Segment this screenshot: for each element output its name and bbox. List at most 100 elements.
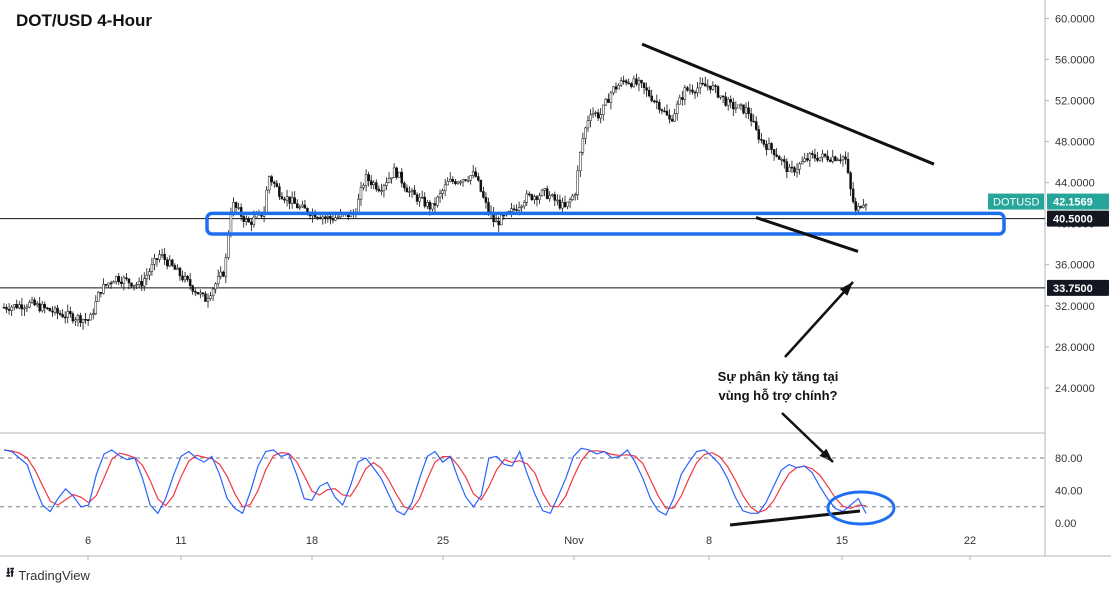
candle-body: [821, 153, 824, 158]
candle-body: [808, 153, 812, 161]
candle-body: [214, 283, 217, 290]
candle-body: [818, 156, 822, 161]
candle-body: [229, 214, 233, 234]
candle-body: [622, 80, 625, 82]
candle-body: [767, 143, 771, 150]
candle-body: [372, 182, 375, 186]
candle-body: [693, 91, 697, 94]
candle-body: [747, 107, 750, 114]
candle-body: [841, 156, 845, 161]
candle-body: [584, 127, 587, 139]
candle-body: [12, 304, 16, 308]
candle-body: [757, 129, 761, 140]
candle-body: [398, 171, 401, 178]
candle-body: [270, 176, 273, 183]
candle-body: [265, 189, 268, 214]
candle-body: [380, 190, 383, 192]
candle-body: [721, 95, 725, 98]
candle-body: [831, 156, 834, 162]
candle-body: [607, 98, 610, 103]
candle-body: [596, 112, 600, 119]
candle-body: [834, 156, 837, 161]
candle-body: [658, 102, 661, 110]
candle-body: [454, 181, 457, 184]
current-price-box: [1047, 193, 1109, 210]
candle-body: [637, 80, 641, 85]
candle-body: [561, 202, 564, 209]
candle-body: [148, 271, 151, 276]
candle-body: [112, 281, 115, 284]
candle-body: [178, 267, 182, 277]
candle-body: [474, 171, 477, 177]
candle-body: [252, 216, 256, 225]
candle-body: [362, 184, 365, 188]
candle-body: [775, 154, 778, 157]
candle-body: [653, 100, 656, 103]
candle-body: [273, 181, 276, 184]
candle-body: [125, 277, 128, 280]
candle-body: [737, 104, 740, 109]
candle-body: [520, 205, 523, 208]
candle-body: [181, 275, 184, 281]
candle-body: [525, 193, 528, 203]
candle-body: [30, 299, 34, 303]
candle-body: [104, 284, 108, 286]
candle-body: [283, 198, 286, 201]
candle-body: [290, 197, 294, 204]
oscillator-k-line: [3, 447, 867, 516]
candle-body: [732, 101, 735, 110]
candle-body: [441, 190, 444, 194]
candle-body: [602, 104, 605, 115]
candle-body: [132, 284, 136, 287]
candle-body: [160, 254, 164, 256]
candle-body: [571, 195, 574, 200]
candle-body: [173, 265, 177, 270]
candle-body: [206, 298, 210, 302]
candle-body: [375, 182, 378, 190]
candle-body: [431, 203, 434, 210]
candle-body: [56, 307, 59, 314]
candle-body: [673, 113, 676, 122]
candle-body: [688, 89, 692, 92]
candle-body: [382, 185, 386, 191]
candle-body: [15, 304, 18, 309]
candle-body: [369, 180, 373, 186]
candle-body: [99, 292, 103, 294]
candle-body: [420, 196, 424, 199]
candle-body: [711, 85, 715, 90]
candle-body: [400, 171, 404, 184]
candle-body: [449, 179, 452, 182]
candle-body: [760, 139, 763, 141]
candle-body: [428, 202, 432, 210]
candle-body: [364, 174, 368, 186]
candle-body: [120, 281, 123, 284]
candle-body: [645, 87, 648, 91]
time-tick-label: 6: [85, 535, 91, 547]
candle-body: [844, 156, 847, 160]
candle-body: [66, 311, 69, 318]
candle-body: [553, 194, 557, 201]
candle-body: [92, 313, 95, 315]
candle-body: [528, 193, 531, 196]
time-tick-label: 18: [306, 535, 318, 547]
candle-body: [530, 194, 534, 201]
candle-body: [862, 205, 865, 208]
candle-body: [446, 181, 449, 186]
candle-body: [586, 120, 590, 129]
candle-body: [18, 304, 21, 309]
candle-body: [469, 175, 472, 181]
price-tick-label: 56.0000: [1055, 55, 1095, 67]
candle-body: [415, 194, 419, 202]
candle-body: [839, 159, 842, 162]
candle-body: [698, 82, 702, 89]
candle-body: [788, 166, 791, 172]
brand-name: TradingView: [18, 567, 90, 583]
candle-body: [726, 99, 730, 106]
trendline-resistance: [641, 42, 935, 166]
candle-body: [28, 301, 31, 308]
candle-body: [540, 189, 544, 196]
candle-body: [581, 138, 585, 153]
time-tick-label: 25: [437, 535, 449, 547]
annotation-arrow-up-head: [839, 282, 853, 296]
candle-body: [109, 282, 113, 285]
